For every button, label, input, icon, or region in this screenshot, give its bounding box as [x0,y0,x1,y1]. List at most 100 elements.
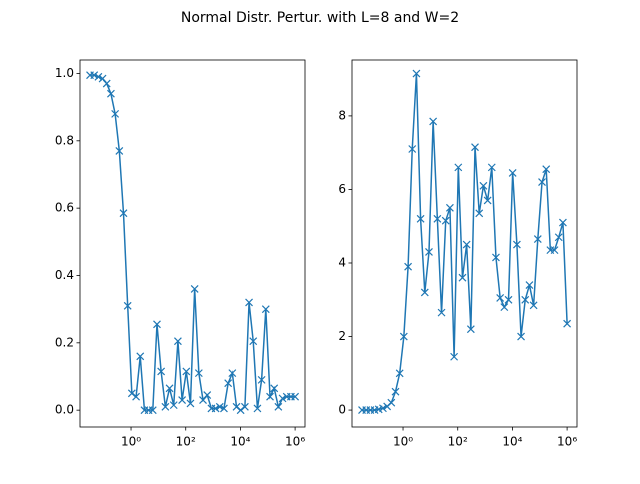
data-point [274,402,283,411]
data-point [90,71,99,80]
y-tick-label: 0.4 [55,268,74,282]
data-point [102,79,111,88]
data-point [471,143,479,152]
data-point [492,253,500,262]
data-point [441,216,450,225]
data-point [111,109,120,118]
data-point [483,196,492,205]
x-tick-label: 10² [176,435,196,449]
data-point [458,273,467,282]
data-point [496,294,505,302]
data-point [199,396,207,404]
y-tick-label: 0.8 [55,133,74,147]
data-point [466,325,475,334]
data-point [123,301,132,310]
data-point [433,214,442,223]
y-tick-label: 0.0 [55,403,74,417]
data-point [554,233,563,242]
x-tick-label: 10⁶ [285,435,305,449]
y-tick-label: 0.6 [55,201,74,215]
data-point [98,74,107,83]
data-point [161,402,170,411]
data-point [190,285,199,293]
data-point [261,305,270,314]
x-tick-label: 10⁰ [393,435,413,449]
data-point [178,396,187,404]
data-point [132,392,141,401]
data-point [249,337,258,346]
data-point [517,332,525,341]
data-point [445,203,454,212]
axes-frame [79,59,306,428]
figure-title: Normal Distr. Pertur. with L=8 and W=2 [181,10,459,26]
data-point [550,246,559,255]
data-point [558,218,567,227]
data-point [266,392,274,401]
data-point [182,367,191,376]
data-point [220,404,228,413]
data-point [215,402,224,411]
data-point [94,72,103,81]
y-tick-label: 1.0 [55,66,74,80]
data-point [278,394,287,403]
data-point [291,392,300,401]
data-point [475,209,484,218]
data-point [224,379,233,388]
data-point [437,308,446,317]
data-point [240,402,249,411]
data-point [236,406,245,415]
data-point [165,384,174,393]
data-point [270,384,279,393]
y-tick-label: 0.2 [55,335,74,349]
data-line [90,74,296,412]
data-point [525,281,534,289]
data-point [228,369,237,378]
data-point [533,235,542,244]
data-point [186,399,195,408]
y-tick-label: 2 [338,329,346,343]
axes-frame [351,59,578,428]
data-point [211,404,220,413]
data-line [362,73,568,411]
data-point [173,337,182,346]
x-tick-label: 10² [448,435,468,449]
data-point [119,209,128,218]
data-point [136,352,145,361]
data-point [387,398,396,407]
data-point [487,163,496,172]
data-point [563,319,572,328]
data-point [379,404,387,413]
data-point [462,240,471,249]
data-point [521,295,530,304]
x-tick-label: 10⁰ [121,435,141,449]
data-point [253,404,262,413]
data-point [425,248,433,256]
y-tick-label: 8 [338,108,346,122]
data-point [412,69,421,78]
data-point [148,406,157,415]
data-point [391,387,400,396]
data-point [500,303,509,312]
data-point [420,288,429,297]
data-point [169,401,178,410]
data-point [404,262,413,271]
data-point [542,165,551,174]
data-point [395,369,404,378]
data-point [194,369,203,378]
data-point [408,145,417,153]
x-tick-label: 10⁴ [502,435,522,449]
data-point [529,301,538,310]
x-tick-label: 10⁴ [230,435,250,449]
data-point [512,240,521,249]
data-point [127,389,136,398]
data-point [399,332,408,341]
data-point [454,163,463,172]
data-point [115,146,124,155]
data-point [257,375,266,384]
y-tick-label: 0 [338,403,346,417]
data-point [157,367,166,376]
data-point [538,178,546,187]
data-point [245,298,253,307]
